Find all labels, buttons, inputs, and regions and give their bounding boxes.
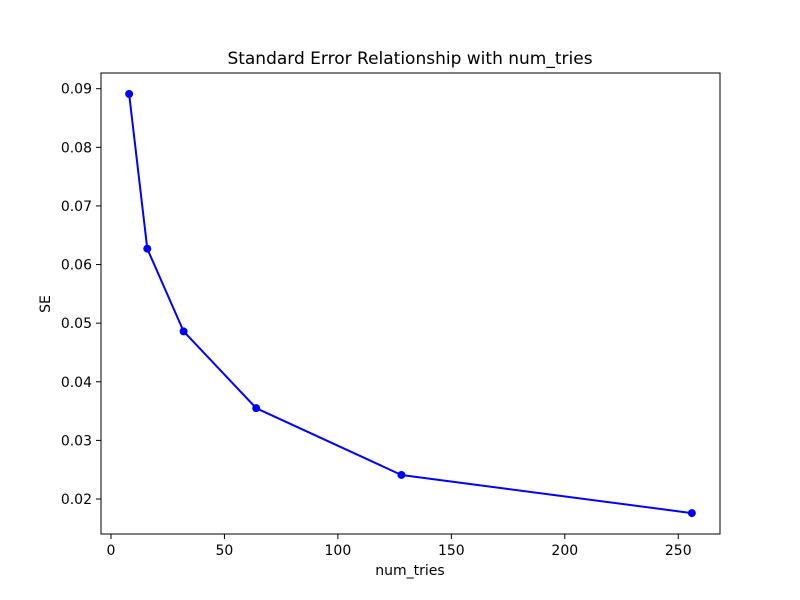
y-tick-label: 0.09 [61,82,92,98]
x-tick-label: 200 [551,543,578,559]
data-point-marker [687,509,696,518]
data-point-marker [179,327,188,336]
x-tick-label: 250 [665,543,692,559]
y-tick-label: 0.08 [61,140,92,156]
x-tick-label: 50 [216,543,234,559]
y-tick-label: 0.06 [61,258,92,274]
data-point-marker [143,244,152,253]
chart-title: Standard Error Relationship with num_tri… [227,49,592,69]
y-tick-label: 0.04 [61,375,92,391]
y-tick-label: 0.03 [61,433,92,449]
x-axis-ticks: 0 50 100 150 200 250 [107,534,692,559]
data-point-marker [397,470,406,479]
y-tick-label: 0.05 [61,316,92,332]
series-line [128,92,693,515]
y-tick-label: 0.07 [61,199,92,215]
x-axis-label: num_tries [375,563,444,579]
plot-border [100,72,721,535]
y-tick-label: 0.02 [61,492,92,508]
x-tick-label: 150 [438,543,465,559]
data-point-marker [252,404,261,413]
x-tick-label: 100 [325,543,352,559]
y-axis-label: SE [38,295,54,313]
y-axis-ticks: 0.02 0.03 0.04 0.05 0.06 0.07 0.08 0.09 [61,82,101,508]
data-series [125,89,696,518]
data-point-marker [125,89,134,98]
x-tick-label: 0 [107,543,116,559]
